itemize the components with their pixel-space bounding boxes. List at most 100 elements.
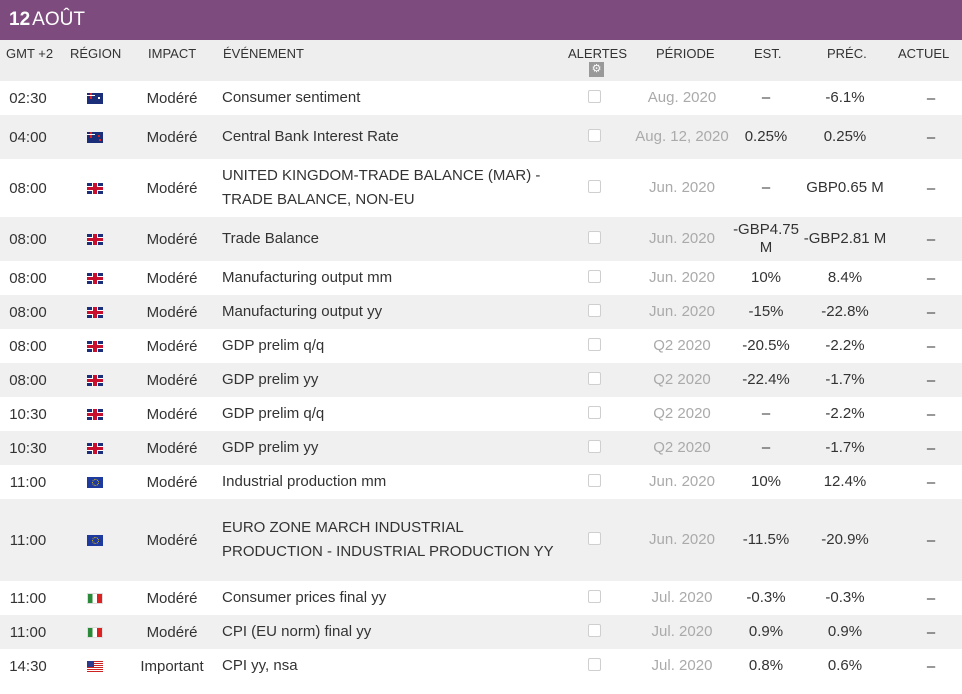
col-header-period[interactable]: PÉRIODE	[656, 46, 715, 61]
alert-checkbox[interactable]	[588, 623, 601, 637]
event-previous: -2.2%	[825, 405, 865, 422]
event-estimate: -22.4%	[742, 371, 790, 388]
event-period: Jun. 2020	[649, 531, 715, 548]
region-flag	[56, 397, 134, 431]
alert-checkbox[interactable]	[588, 405, 601, 419]
alert-cell	[557, 499, 632, 581]
region-flag	[56, 115, 134, 159]
table-row[interactable]: 08:00 Modéré UNITED KINGDOM-TRADE BALANCE …	[0, 159, 962, 217]
event-time: 08:00	[9, 230, 47, 248]
event-name[interactable]: Manufacturing output mm	[222, 269, 393, 286]
event-impact: Modéré	[146, 89, 198, 107]
event-name[interactable]: Manufacturing output yy	[222, 303, 383, 320]
alert-cell	[557, 217, 632, 261]
table-row[interactable]: 08:00 Modéré Manufacturing output yy Jun. 2…	[0, 295, 962, 329]
table-row[interactable]: 11:00 Modéré Industrial production mm Jun. …	[0, 465, 962, 499]
event-previous: -0.3%	[825, 589, 865, 606]
event-actual: –	[926, 230, 936, 248]
event-estimate: –	[761, 89, 771, 106]
column-headers: GMT +2 RÉGION IMPACT ÉVÉNEMENT ALERTES ⚙…	[0, 40, 962, 81]
event-name[interactable]: EURO ZONE MARCH INDUSTRIAL PRODUCTION - …	[222, 519, 554, 560]
alert-checkbox[interactable]	[588, 531, 601, 545]
event-actual: –	[926, 657, 936, 675]
event-estimate: –	[761, 405, 771, 422]
alert-checkbox[interactable]	[588, 337, 601, 351]
event-name[interactable]: CPI (EU norm) final yy	[222, 623, 372, 640]
table-row[interactable]: 02:30 Modéré Consumer sentiment Aug. 2020 – -…	[0, 81, 962, 115]
gear-icon[interactable]: ⚙	[589, 62, 604, 77]
region-flag	[56, 217, 134, 261]
alert-checkbox[interactable]	[588, 303, 601, 317]
event-time: 11:00	[9, 531, 47, 549]
col-header-time[interactable]: GMT +2	[6, 46, 54, 61]
event-impact: Modéré	[146, 623, 198, 641]
table-row[interactable]: 08:00 Modéré Trade Balance Jun. 2020 -GBP4.7…	[0, 217, 962, 261]
event-name[interactable]: GDP prelim yy	[222, 371, 319, 388]
event-previous: -GBP2.81 M	[803, 230, 887, 247]
event-name[interactable]: Industrial production mm	[222, 473, 387, 490]
event-period: Q2 2020	[653, 337, 711, 354]
table-row[interactable]: 11:00 Modéré CPI (EU norm) final yy Jul. 20…	[0, 615, 962, 649]
table-row[interactable]: 08:00 Modéré GDP prelim yy Q2 2020 -22.4% -1.…	[0, 363, 962, 397]
col-header-prev[interactable]: PRÉC.	[827, 46, 867, 61]
event-name[interactable]: Central Bank Interest Rate	[222, 128, 399, 145]
table-row[interactable]: 04:00 Modéré Central Bank Interest Rate Aug…	[0, 115, 962, 159]
event-actual: –	[926, 589, 936, 607]
region-flag	[56, 81, 134, 115]
alert-checkbox[interactable]	[588, 473, 601, 487]
col-header-region[interactable]: RÉGION	[70, 46, 122, 61]
col-header-impact[interactable]: IMPACT	[148, 46, 197, 61]
flag-uk-icon	[87, 409, 103, 421]
table-row[interactable]: 08:00 Modéré GDP prelim q/q Q2 2020 -20.5% -2…	[0, 329, 962, 363]
alert-cell	[557, 397, 632, 431]
flag-uk-icon	[87, 273, 103, 285]
alert-cell	[557, 329, 632, 363]
table-row[interactable]: 11:00 Modéré Consumer prices final yy Jul. …	[0, 581, 962, 615]
event-name[interactable]: Consumer prices final yy	[222, 589, 387, 606]
event-name[interactable]: UNITED KINGDOM-TRADE BALANCE (MAR) - TRA…	[222, 167, 541, 208]
col-header-event[interactable]: ÉVÉNEMENT	[223, 46, 304, 61]
event-impact: Modéré	[146, 405, 198, 423]
table-row[interactable]: 14:30 Important CPI yy, nsa Jul. 2020 0.8% 0.…	[0, 649, 962, 683]
event-name[interactable]: Consumer sentiment	[222, 89, 361, 106]
table-row[interactable]: 08:00 Modéré Manufacturing output mm Jun. 2…	[0, 261, 962, 295]
event-name[interactable]: GDP prelim q/q	[222, 337, 325, 354]
table-row[interactable]: 10:30 Modéré GDP prelim yy Q2 2020 – -1.7% –	[0, 431, 962, 465]
table-row[interactable]: 10:30 Modéré GDP prelim q/q Q2 2020 – -2.2% –	[0, 397, 962, 431]
event-name[interactable]: CPI yy, nsa	[222, 657, 298, 674]
event-estimate: 0.9%	[748, 623, 784, 640]
alert-checkbox[interactable]	[588, 657, 601, 671]
event-period: Q2 2020	[653, 439, 711, 456]
flag-uk-icon	[87, 307, 103, 319]
col-header-est[interactable]: EST.	[754, 46, 782, 61]
alert-checkbox[interactable]	[588, 589, 601, 603]
flag-uk-icon	[87, 443, 103, 455]
event-time: 11:00	[9, 623, 47, 641]
event-name[interactable]: GDP prelim yy	[222, 439, 319, 456]
event-previous: -20.9%	[821, 531, 869, 548]
col-header-actual[interactable]: ACTUEL	[898, 46, 950, 61]
event-time: 10:30	[9, 405, 47, 423]
alert-checkbox[interactable]	[588, 439, 601, 453]
event-estimate: –	[761, 439, 771, 456]
event-previous: 0.25%	[823, 128, 867, 145]
flag-uk-icon	[87, 234, 103, 246]
alert-checkbox[interactable]	[588, 128, 601, 142]
alert-cell	[557, 615, 632, 649]
region-flag	[56, 159, 134, 217]
alert-checkbox[interactable]	[588, 371, 601, 385]
flag-au-icon	[87, 93, 103, 105]
table-row[interactable]: 11:00 Modéré EURO ZONE MARCH INDUSTRIAL PR…	[0, 499, 962, 581]
event-time: 08:00	[9, 371, 47, 389]
event-name[interactable]: Trade Balance	[222, 230, 320, 247]
event-time: 02:30	[9, 89, 47, 107]
alert-checkbox[interactable]	[588, 89, 601, 103]
event-actual: –	[926, 439, 936, 457]
alert-checkbox[interactable]	[588, 179, 601, 193]
event-impact: Modéré	[146, 128, 198, 146]
flag-uk-icon	[87, 341, 103, 353]
alert-checkbox[interactable]	[588, 269, 601, 283]
event-name[interactable]: GDP prelim q/q	[222, 405, 325, 422]
flag-uk-icon	[87, 375, 103, 387]
alert-checkbox[interactable]	[588, 230, 601, 244]
